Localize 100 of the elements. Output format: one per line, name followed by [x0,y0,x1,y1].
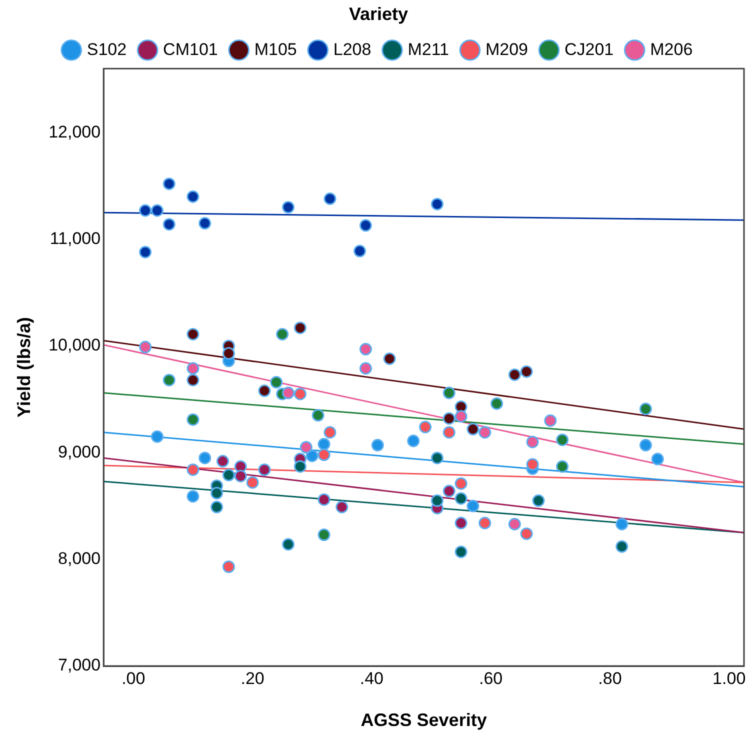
point [616,518,628,530]
point [520,365,533,378]
point [430,452,444,464]
point [454,516,468,530]
legend-label: M206 [650,40,693,59]
point [294,460,306,473]
point [162,218,176,231]
y-tick-label: 8,000 [58,549,101,568]
point [442,412,456,425]
point [282,201,295,214]
legend-label: M105 [254,40,297,59]
point [466,500,480,512]
point [526,436,539,448]
point [222,468,235,482]
point [294,322,306,334]
point [466,422,480,436]
x-tick-label: 1.00 [712,668,746,688]
legend-label: L208 [333,40,372,59]
legend-label: S102 [86,40,127,59]
legend-label: M209 [485,40,528,59]
point [198,452,212,464]
y-tick-label: 12,000 [48,122,101,142]
point [454,410,468,423]
point [508,368,521,382]
point [454,546,468,558]
point [186,190,200,203]
point [300,441,312,454]
x-tick-label: .60 [478,668,503,688]
x-tick-label: .00 [122,668,146,688]
point [216,454,229,468]
legend-label: CJ201 [564,40,614,59]
point [442,484,456,498]
point [150,430,164,443]
point [312,409,324,422]
point [478,516,492,530]
point [276,328,289,340]
point [150,204,164,217]
point [222,347,235,360]
point [294,388,306,400]
point [430,494,444,507]
x-tick-label: .40 [360,668,384,688]
point [198,217,212,230]
x-axis-title: AGSS Severity [360,710,487,730]
point [520,527,533,540]
point [490,397,504,410]
point [383,352,396,366]
point [282,538,295,551]
point [139,340,152,354]
point [258,463,271,476]
point [270,376,283,388]
point [419,420,432,434]
point [478,426,492,439]
point [246,476,259,489]
point [359,342,372,356]
point [639,402,652,416]
point [186,362,200,375]
point [139,246,152,258]
point [318,493,330,506]
legend-label: M211 [408,40,449,59]
point [442,386,456,400]
point [282,386,295,400]
legend-title: Variety [348,4,408,24]
y-tick-label: 11,000 [50,228,101,248]
y-axis-title: Yield (lbs/a) [14,317,34,418]
point [454,492,468,505]
point [318,448,330,462]
y-tick-label: 9,000 [58,442,101,462]
point [210,500,224,514]
point [186,490,200,503]
y-tick-label: 7,000 [58,656,101,675]
point [324,192,336,205]
point [359,219,372,232]
point [371,438,384,452]
point [139,204,152,217]
point [354,244,366,258]
point [442,426,456,439]
point [532,494,545,507]
legend-label: CM101 [163,40,218,59]
point [336,500,348,514]
point [186,328,200,340]
point [407,434,420,448]
point [186,463,200,476]
point [222,560,235,574]
x-tick-label: .80 [598,668,622,688]
point [454,477,468,490]
point [210,486,224,500]
point [234,470,247,482]
point [162,178,176,190]
x-tick-label: .20 [240,668,264,688]
point [639,438,652,452]
point [651,452,664,466]
point [526,458,539,471]
point [306,450,318,462]
point [430,198,444,210]
point [556,434,569,446]
point [258,384,271,398]
point [318,528,330,542]
point [544,414,557,427]
point [186,374,200,386]
point [616,540,628,553]
